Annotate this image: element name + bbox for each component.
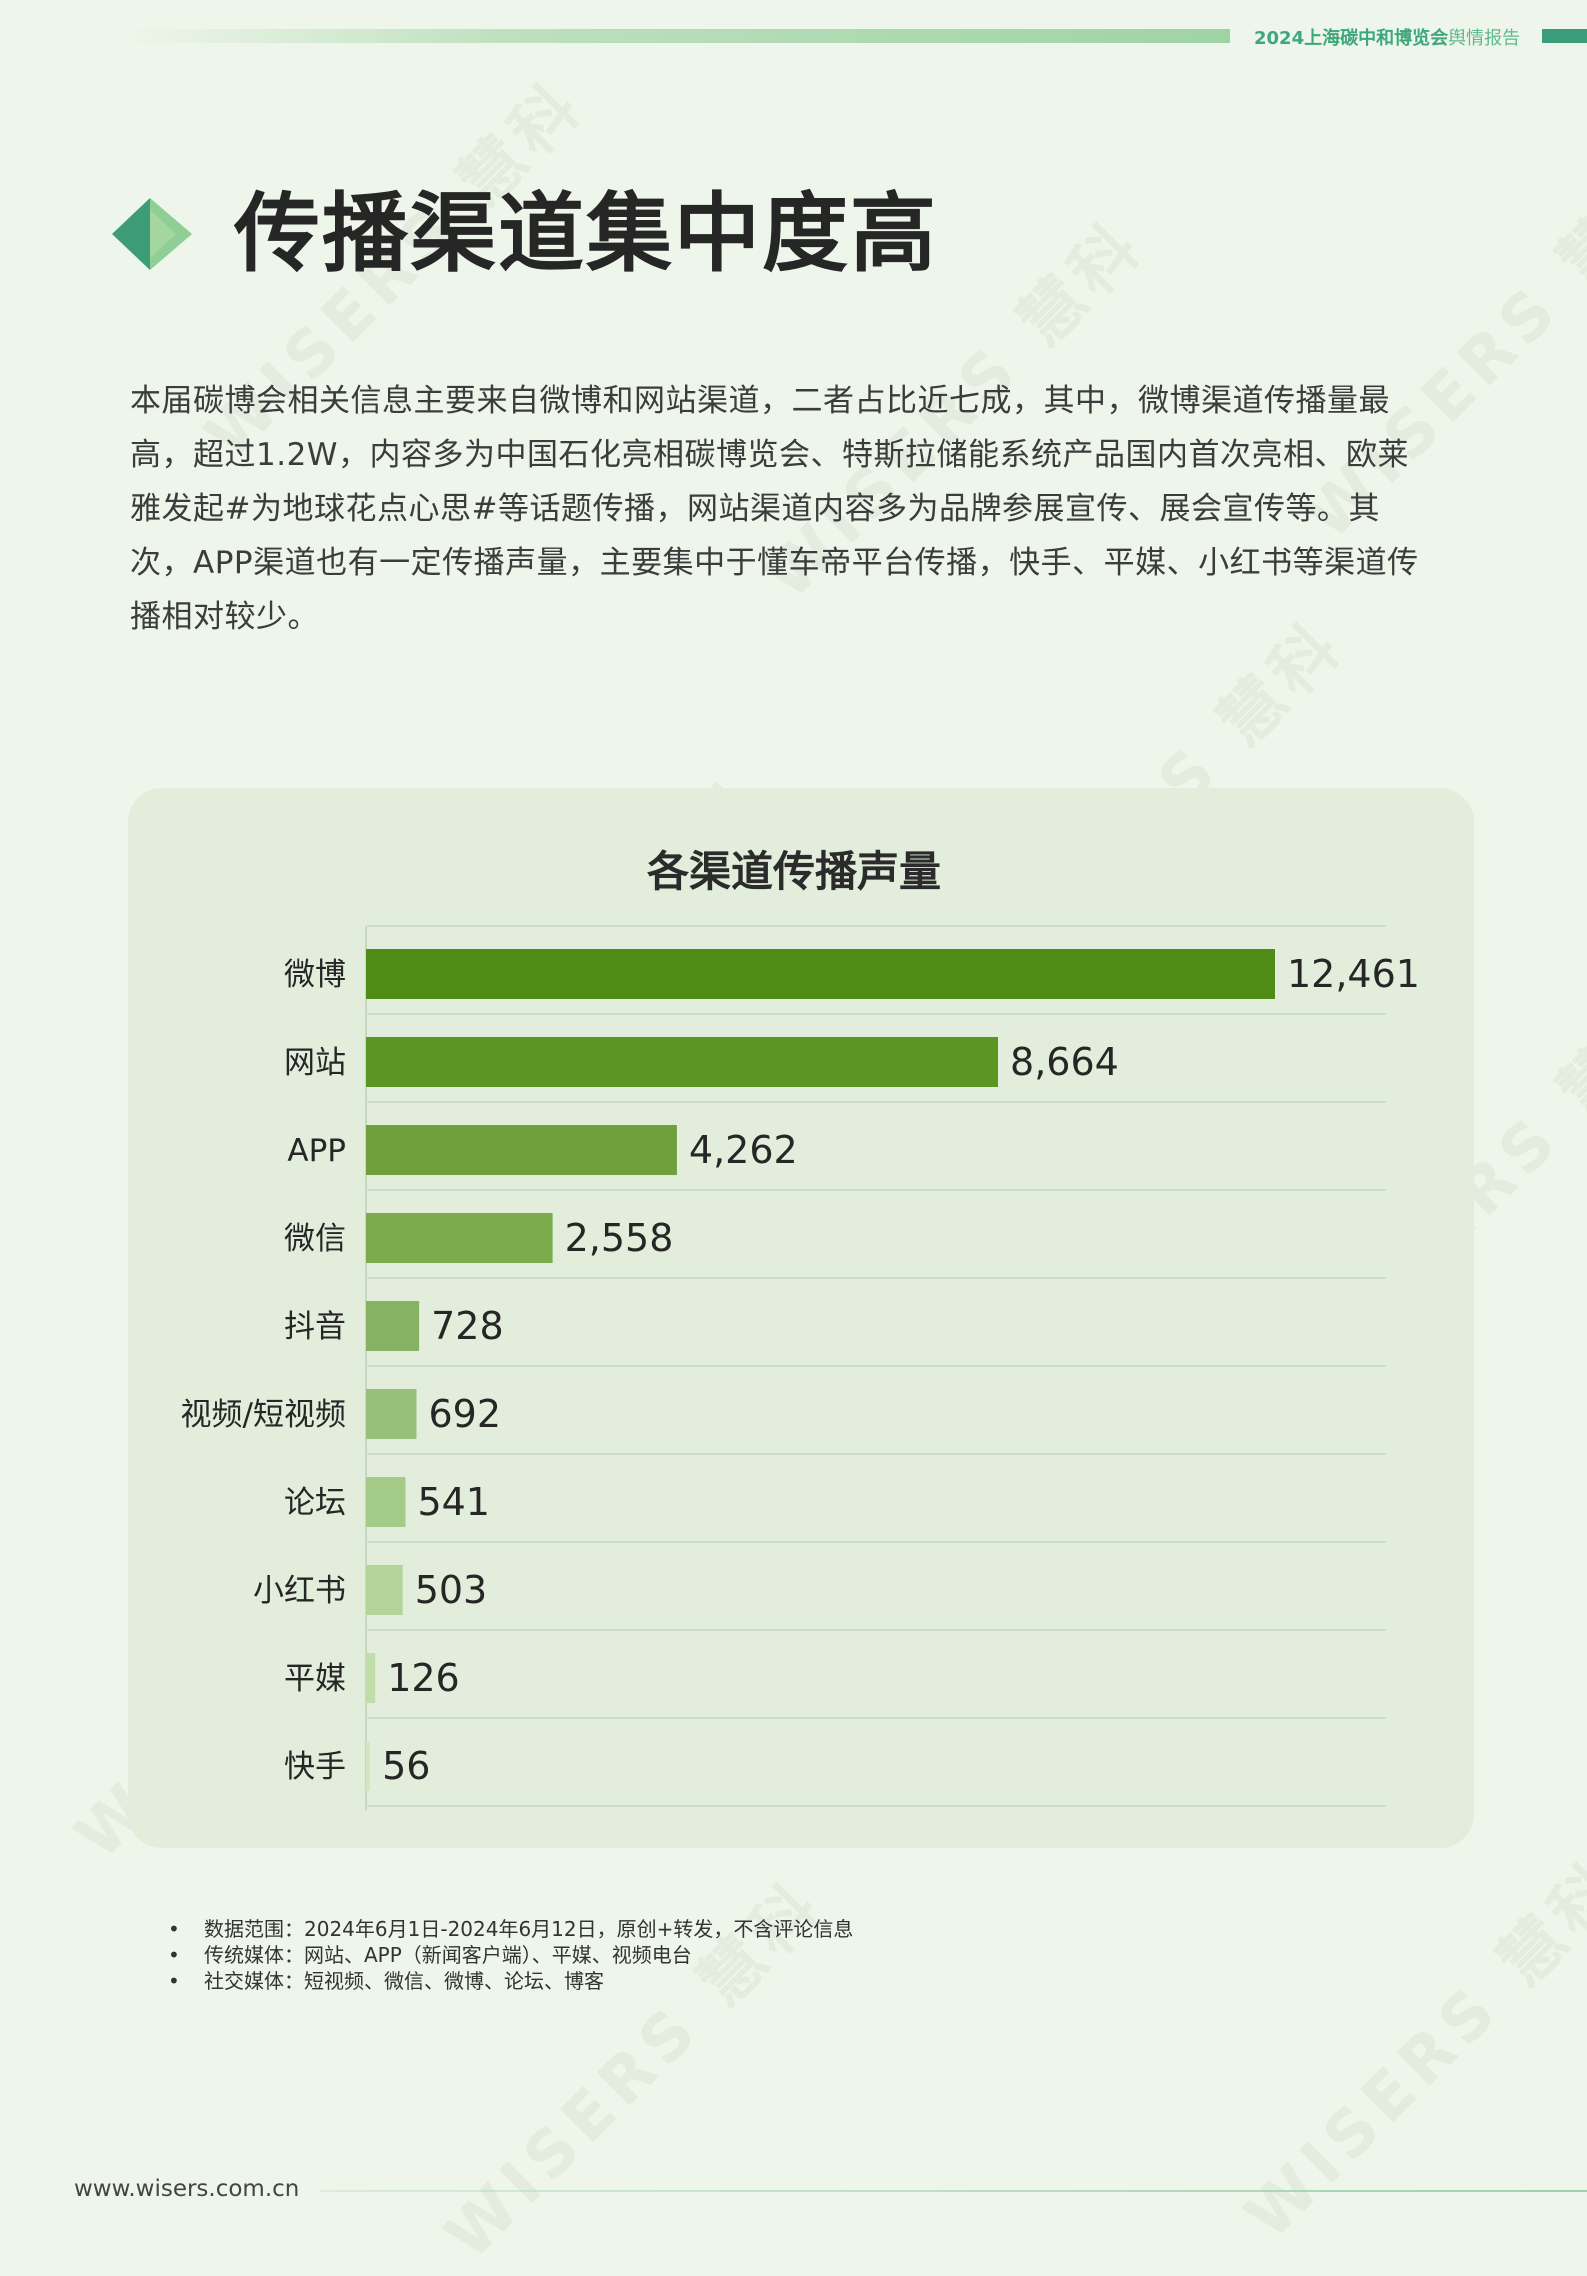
bar — [366, 1477, 406, 1527]
watermark: WISERS 慧科 — [1231, 1846, 1587, 2254]
bar — [366, 1037, 999, 1087]
value-label: 728 — [431, 1304, 504, 1348]
note-item: 数据范围：2024年6月1日-2024年6月12日，原创+转发，不含评论信息 — [164, 1916, 853, 1942]
category-label: 微信 — [284, 1221, 346, 1257]
value-label: 8,664 — [1010, 1040, 1119, 1084]
bar — [366, 1565, 403, 1615]
value-label: 541 — [417, 1480, 490, 1524]
category-label: 网站 — [284, 1045, 346, 1081]
category-label: 微博 — [284, 957, 346, 993]
report-title: 2024上海碳中和博览会舆情报告 — [1254, 24, 1520, 50]
bar — [366, 949, 1275, 999]
note-item: 传统媒体：网站、APP（新闻客户端）、平媒、视频电台 — [164, 1942, 853, 1968]
intro-paragraph: 本届碳博会相关信息主要来自微博和网站渠道，二者占比近七成，其中，微博渠道传播量最… — [130, 383, 1419, 635]
value-label: 692 — [428, 1392, 501, 1436]
header-decor-line — [130, 29, 1230, 43]
note-item: 社交媒体：短视频、微信、微博、论坛、博客 — [164, 1968, 853, 1994]
category-label: 快手 — [284, 1749, 346, 1785]
value-label: 126 — [387, 1656, 460, 1700]
bar — [366, 1741, 371, 1791]
category-label: 视频/短视频 — [181, 1397, 346, 1433]
chart-title: 各渠道传播声量 — [646, 847, 941, 896]
bar — [366, 1389, 417, 1439]
bar — [366, 1301, 420, 1351]
category-label: 小红书 — [253, 1573, 346, 1609]
category-label: 论坛 — [284, 1485, 346, 1521]
value-label: 2,558 — [565, 1216, 674, 1260]
page-title: 传播渠道集中度高 — [234, 184, 938, 284]
report-title-light: 舆情报告 — [1448, 28, 1521, 49]
value-label: 4,262 — [689, 1128, 798, 1172]
bar — [366, 1125, 677, 1175]
footer-url[interactable]: www.wisers.com.cn — [74, 2176, 300, 2202]
bar — [366, 1653, 376, 1703]
category-label: 平媒 — [284, 1661, 346, 1697]
category-label: 抖音 — [284, 1309, 346, 1345]
value-label: 56 — [382, 1744, 430, 1788]
chart-card: 各渠道传播声量 微博 12,461 网站 8,664 APP 4,262 微信 2,558 抖音… — [128, 788, 1474, 1848]
diamond-arrow-icon — [112, 198, 192, 270]
notes-list: 数据范围：2024年6月1日-2024年6月12日，原创+转发，不含评论信息 传… — [164, 1916, 853, 1994]
bar — [366, 1213, 553, 1263]
category-label: APP — [287, 1133, 346, 1169]
value-label: 503 — [415, 1568, 488, 1612]
footer-line — [320, 2190, 1587, 2192]
report-title-bold: 2024上海碳中和博览会 — [1254, 28, 1449, 49]
bar-chart: 微博 12,461 网站 8,664 APP 4,262 微信 2,558 抖音 728 视频/短视… — [181, 925, 1420, 1810]
value-label: 12,461 — [1287, 952, 1420, 996]
header-decor-block — [1542, 29, 1587, 43]
